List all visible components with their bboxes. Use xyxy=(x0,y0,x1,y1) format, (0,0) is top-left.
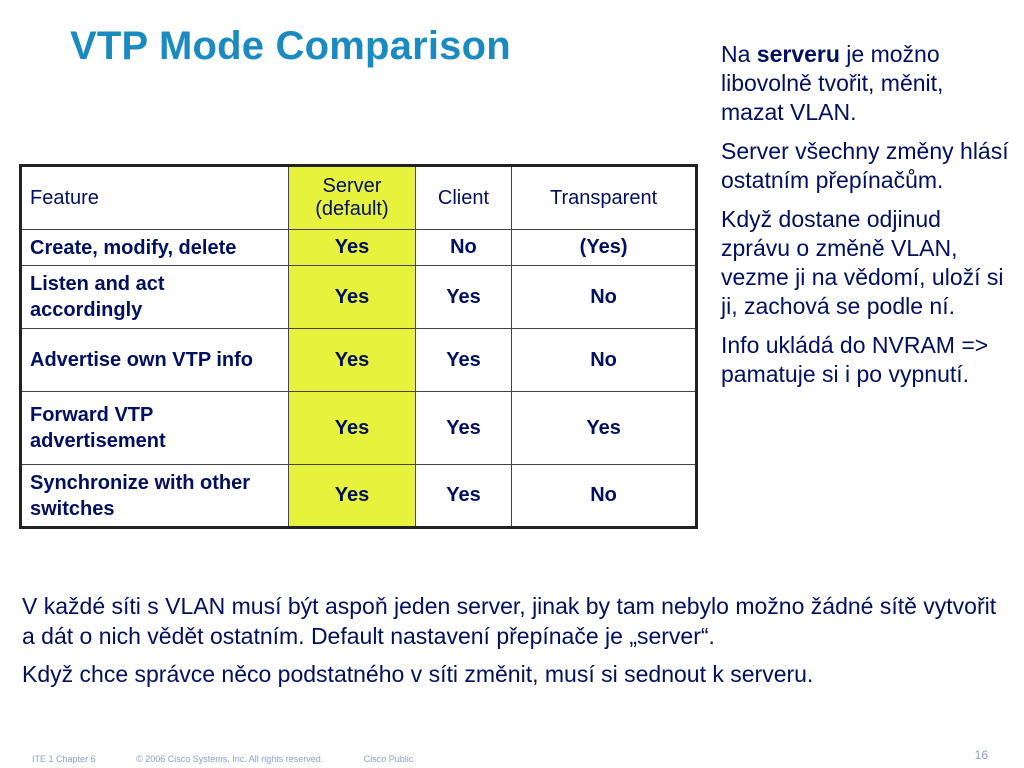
cell-transparent: No xyxy=(511,265,697,329)
table-row: Forward VTP advertisement Yes Yes Yes xyxy=(19,391,697,465)
side-note-1-bold: serveru xyxy=(756,41,840,67)
cell-feature: Listen and act accordingly xyxy=(19,265,290,329)
side-note-4: Info ukládá do NVRAM => pamatuje si i po… xyxy=(721,332,989,387)
header-client: Client xyxy=(414,165,513,230)
side-note-2: Server všechny změny hlásí ostatním přep… xyxy=(721,138,1009,193)
page-number: 16 xyxy=(974,748,988,762)
cell-feature: Advertise own VTP info xyxy=(19,328,290,392)
footer-chapter: ITE 1 Chapter 6 xyxy=(32,754,96,764)
side-note-1-prefix: Na xyxy=(721,41,757,67)
bottom-note-2: Když chce správce něco podstatného v sít… xyxy=(22,661,814,687)
bottom-notes: V každé síti s VLAN musí být aspoň jeden… xyxy=(22,591,1012,697)
header-server: Server (default) xyxy=(288,165,416,230)
cell-client: No xyxy=(414,229,513,266)
table-row: Create, modify, delete Yes No (Yes) xyxy=(19,229,697,266)
bottom-note-1: V každé síti s VLAN musí být aspoň jeden… xyxy=(22,593,997,649)
table-row: Listen and act accordingly Yes Yes No xyxy=(19,265,697,329)
side-note-1: Na serveru je možno libovolně tvořit, mě… xyxy=(721,40,1011,127)
cell-server: Yes xyxy=(288,391,416,465)
cell-feature: Create, modify, delete xyxy=(19,229,290,266)
table-header-row: Feature Server (default) Client Transpar… xyxy=(19,165,697,230)
footer-classification: Cisco Public xyxy=(363,754,414,764)
table-row: Synchronize with other switches Yes Yes … xyxy=(19,464,697,528)
slide-footer: ITE 1 Chapter 6 © 2006 Cisco Systems, In… xyxy=(32,754,451,764)
cell-feature: Forward VTP advertisement xyxy=(19,391,290,465)
cell-server: Yes xyxy=(288,229,416,266)
cell-server: Yes xyxy=(288,265,416,329)
cell-client: Yes xyxy=(414,265,513,329)
cell-client: Yes xyxy=(414,328,513,392)
cell-transparent: No xyxy=(511,464,697,528)
table-row: Advertise own VTP info Yes Yes No xyxy=(19,328,697,392)
footer-copyright: © 2006 Cisco Systems, Inc. All rights re… xyxy=(136,754,324,764)
vtp-comparison-table: Feature Server (default) Client Transpar… xyxy=(19,164,698,529)
cell-transparent: Yes xyxy=(511,391,697,465)
cell-feature: Synchronize with other switches xyxy=(19,464,290,528)
cell-client: Yes xyxy=(414,391,513,465)
header-transparent: Transparent xyxy=(511,165,697,230)
header-feature: Feature xyxy=(19,165,290,230)
cell-server: Yes xyxy=(288,328,416,392)
side-note-3: Když dostane odjinud zprávu o změně VLAN… xyxy=(721,206,1004,319)
cell-server: Yes xyxy=(288,464,416,528)
cell-transparent: (Yes) xyxy=(511,229,697,266)
slide-title: VTP Mode Comparison xyxy=(70,24,511,68)
cell-transparent: No xyxy=(511,328,697,392)
side-notes: Na serveru je možno libovolně tvořit, mě… xyxy=(721,40,1011,399)
cell-client: Yes xyxy=(414,464,513,528)
side-note-1-suffix: je možno libovolně tvořit, měnit, mazat … xyxy=(721,41,944,125)
